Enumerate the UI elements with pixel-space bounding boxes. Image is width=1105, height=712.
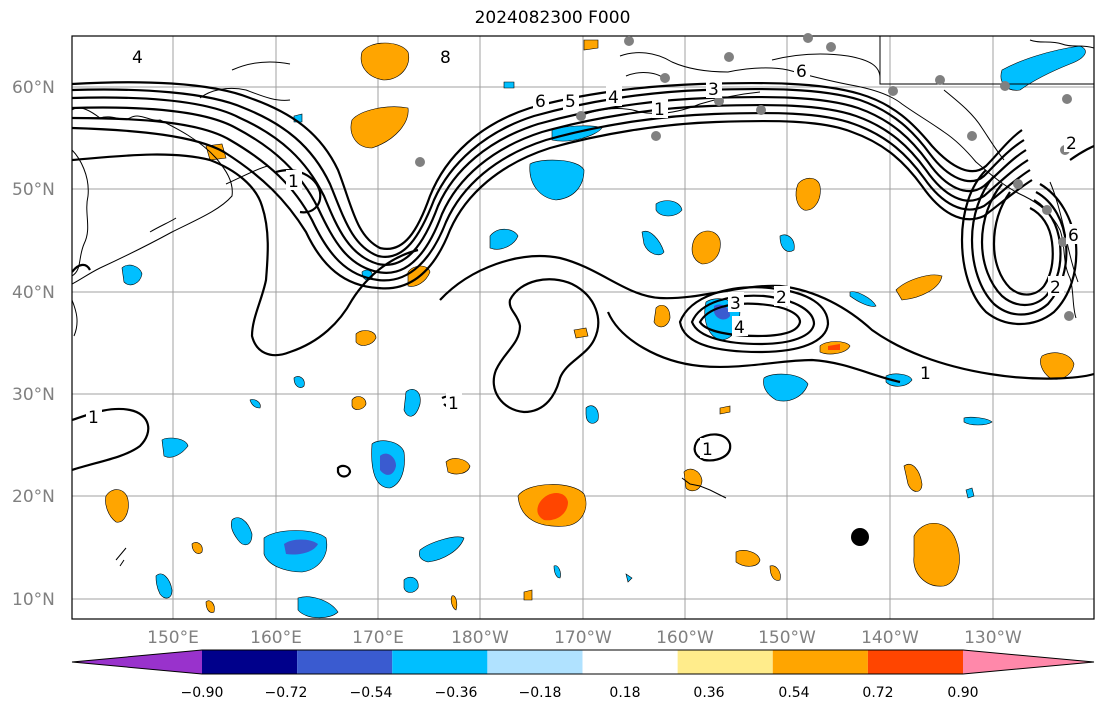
colorbar-tick-label: 0.90: [947, 685, 978, 701]
colorbar-tick-label: −0.54: [350, 685, 393, 701]
lat-label: 20°N: [12, 487, 55, 507]
lat-label: 10°N: [12, 590, 55, 610]
colorbar-segment: [772, 650, 868, 674]
contour-label: 6: [535, 92, 546, 112]
shaded-anomalies: [105, 39, 1086, 619]
contour-label: 1: [654, 100, 665, 120]
colorbar-tick-label: −0.72: [265, 685, 308, 701]
colorbar-outline: [71, 649, 1095, 675]
colorbar-tick-label: 0.54: [778, 685, 809, 701]
colorbar-segment: [392, 650, 488, 674]
colorbar-tick-label: −0.36: [435, 685, 478, 701]
coastlines: [72, 36, 1094, 567]
contour-label: 6: [796, 62, 807, 82]
contour-label: 2: [1050, 278, 1061, 298]
colorbar-segment: [202, 650, 298, 674]
colorbar-segment: [963, 650, 1094, 674]
lon-label: 150°W: [758, 628, 816, 648]
colorbar-segment: [867, 650, 963, 674]
colorbar-segment: [677, 650, 773, 674]
lon-label: 150°E: [147, 628, 199, 648]
contour-label: 1: [448, 394, 459, 414]
colorbar-segment: [487, 650, 583, 674]
contour-label: 3: [730, 294, 741, 314]
colorbar-tick-label: −0.90: [181, 685, 224, 701]
lon-label: 140°W: [861, 628, 919, 648]
lon-label: 160°E: [250, 628, 302, 648]
colorbar-segment: [72, 650, 202, 674]
colorbar-tick-label: 0.72: [862, 685, 893, 701]
contour-label: 1: [288, 172, 299, 192]
contour-label: 6: [1068, 226, 1079, 246]
contour-label-group: 4 6 5 4 3 6 2 1 1 3 2 4 1 1 1 1 2 8 6: [86, 46, 1082, 460]
contour-label: 1: [88, 408, 99, 428]
colorbar: [71, 649, 1095, 675]
contour-label: 2: [1066, 134, 1077, 154]
contour-label: 2: [776, 288, 787, 308]
lon-label: 160°W: [656, 628, 714, 648]
lat-label: 30°N: [12, 385, 55, 405]
contour-label: 5: [565, 92, 576, 112]
lat-label: 50°N: [12, 180, 55, 200]
colorbar-tick-labels: −0.90 −0.72 −0.54 −0.36 −0.18 0.18 0.36 …: [181, 685, 979, 701]
lat-label: 40°N: [12, 283, 55, 303]
contour-label: 3: [708, 80, 719, 100]
longitude-labels: 150°E 160°E 170°E 180°W 170°W 160°W 150°…: [147, 628, 1022, 648]
lon-label: 130°W: [964, 628, 1022, 648]
map-frame: [71, 35, 1095, 620]
map-title: 2024082300 F000: [474, 8, 631, 28]
colorbar-tick-label: 0.36: [693, 685, 724, 701]
contour-label: 1: [702, 440, 713, 460]
contour-label: 4: [608, 88, 619, 108]
lon-label: 170°W: [554, 628, 612, 648]
lat-label: 60°N: [12, 78, 55, 98]
lon-label: 170°E: [352, 628, 404, 648]
observation-marker: [851, 528, 869, 546]
colorbar-tick-label: −0.18: [519, 685, 562, 701]
latitude-labels: 60°N 50°N 40°N 30°N 20°N 10°N: [12, 78, 55, 610]
contour-label: 4: [132, 48, 143, 68]
colorbar-segment: [297, 650, 393, 674]
colorbar-tick-label: 0.18: [609, 685, 640, 701]
lon-label: 180°W: [451, 628, 509, 648]
colorbar-segment: [582, 650, 678, 674]
contour-label: 8: [440, 48, 451, 68]
contour-label: 1: [920, 364, 931, 384]
contour-label: 4: [734, 318, 745, 338]
